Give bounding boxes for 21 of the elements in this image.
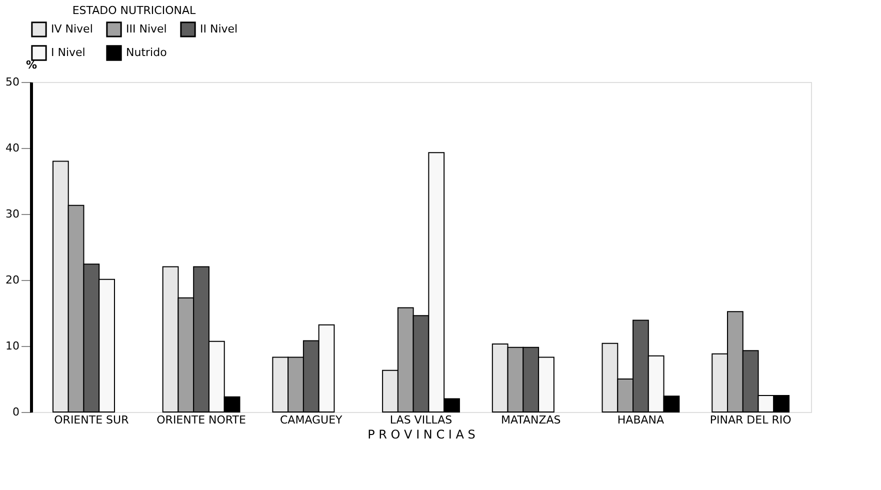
x-tick-label: ORIENTE NORTE [156, 414, 246, 426]
legend-label: III Nivel [126, 22, 167, 36]
y-tick-label: 30 [6, 208, 20, 220]
legend-label: I Nivel [51, 46, 86, 59]
y-axis-title: % [26, 58, 38, 72]
x-tick-label: MATANZAS [500, 414, 561, 426]
y-tick-label: 0 [12, 406, 20, 418]
y-tick-label: 10 [6, 340, 20, 352]
x-tick-label: HABANA [617, 414, 664, 426]
y-tick-label: 40 [6, 142, 20, 154]
legend-title: ESTADO NUTRICIONAL [72, 4, 197, 17]
y-tick-label: 50 [6, 76, 20, 88]
y-tick-label: 20 [6, 274, 20, 286]
legend-label: II Nivel [200, 22, 238, 36]
x-tick-label: CAMAGUEY [280, 414, 343, 426]
x-tick-label: LAS VILLAS [390, 414, 452, 426]
x-tick-label: ORIENTE SUR [54, 414, 130, 426]
legend-label: IV Nivel [51, 22, 93, 36]
legend-label: Nutrido [126, 46, 168, 59]
x-axis-title: P R O V I N C I A S [368, 428, 476, 442]
x-tick-label: PINAR DEL RIO [710, 414, 792, 426]
